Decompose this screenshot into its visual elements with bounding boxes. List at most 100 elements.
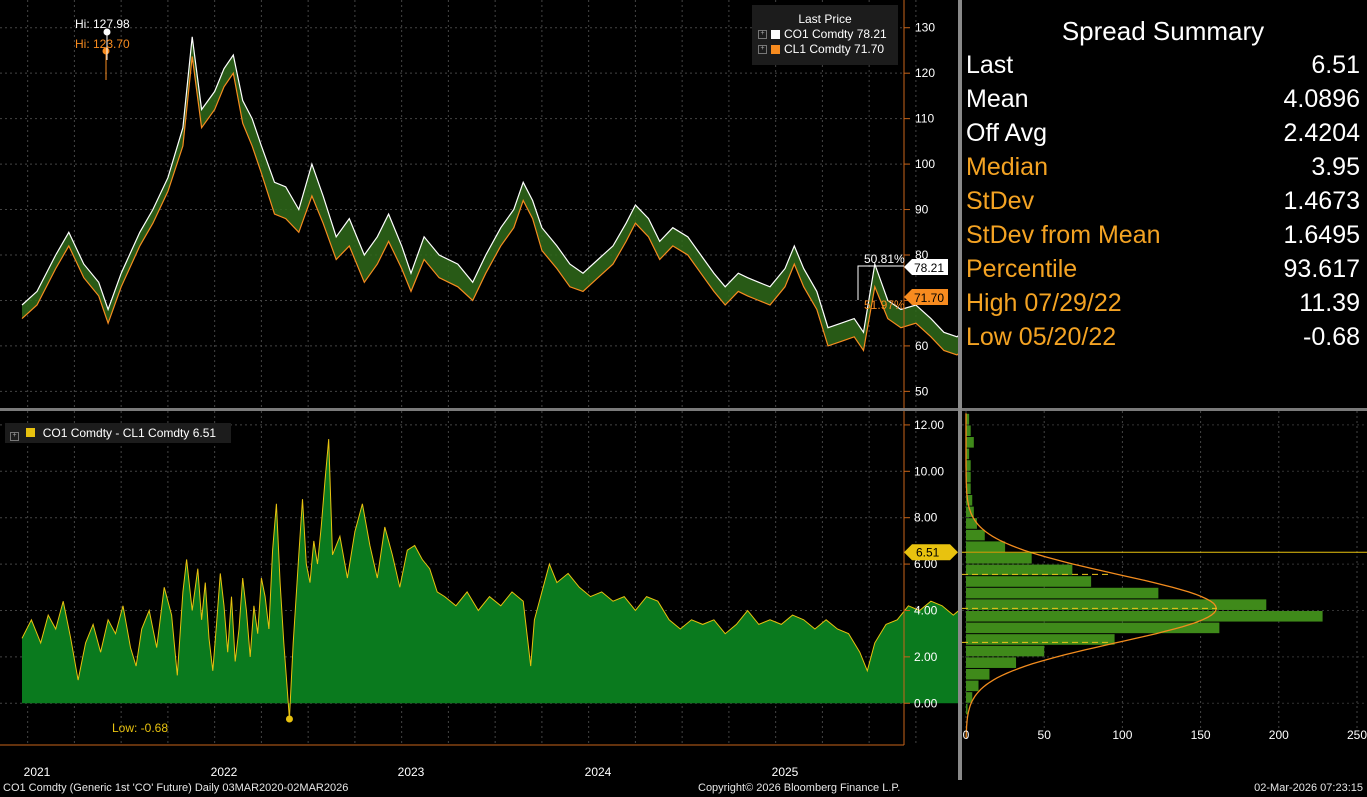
- spread-y-axis: 12.00 10.00 8.00 6.00 4.00 2.00 0.00: [904, 418, 944, 710]
- last-spread-tag: 6.51: [904, 544, 958, 561]
- summary-label: Mean: [966, 85, 1029, 113]
- dist-bar: [966, 692, 973, 703]
- spread-summary: Spread Summary Last 6.51 Mean 4.0896 Off Avg…: [962, 14, 1364, 354]
- summary-title: Spread Summary: [1061, 16, 1265, 46]
- summary-row: StDev from Mean 1.6495: [962, 218, 1364, 252]
- price-tick-label: 120: [915, 66, 935, 80]
- footer-left: CO1 Comdty (Generic 1st 'CO' Future) Dai…: [3, 782, 349, 794]
- legend-cl1-label: CL1 Comdty: [784, 42, 851, 56]
- last-cl1-value: 71.70: [914, 291, 944, 305]
- dist-bar: [966, 576, 1092, 587]
- expand-icon[interactable]: +: [10, 432, 19, 441]
- price-tick-label: 50: [915, 384, 929, 398]
- dist-bar: [966, 529, 985, 541]
- dist-bar: [966, 657, 1017, 668]
- dist-bar: [966, 413, 970, 425]
- pct-co1-label: 50.81%: [864, 252, 905, 266]
- distribution-x-axis: 0 50 100 150 200 250: [963, 728, 1367, 742]
- year-label: 2021: [24, 765, 51, 779]
- dist-bar: [966, 552, 1032, 564]
- spread-tick-label: 2.00: [914, 650, 938, 664]
- price-tick-label: 110: [915, 112, 934, 126]
- price-chart: 5060708090100110120130 Hi: 127.98 Hi: 12…: [0, 0, 958, 408]
- co1-swatch: [771, 29, 780, 39]
- legend-cl1-value: 71.70: [854, 42, 885, 56]
- dist-bar: [966, 703, 968, 715]
- dist-bar: [966, 518, 977, 529]
- price-legend-title: Last Price: [798, 12, 852, 26]
- dist-bar: [966, 495, 973, 506]
- dist-bar: [966, 483, 971, 494]
- dist-tick-label: 100: [1112, 728, 1132, 742]
- legend-co1-value: 78.21: [856, 27, 887, 41]
- dist-tick-label: 250: [1347, 728, 1367, 742]
- price-annotations: Hi: 127.98 Hi: 123.70 50.81% 51.97% 78.2…: [75, 17, 948, 312]
- summary-value: 4.0896: [1283, 85, 1360, 113]
- dist-bar: [966, 437, 974, 448]
- dist-bar: [966, 610, 1323, 622]
- spread-tick-label: 4.00: [914, 603, 938, 617]
- last-co1-value: 78.21: [914, 261, 944, 275]
- dist-bar: [966, 680, 979, 692]
- legend-item-co1[interactable]: + CO1 Comdty 78.21: [752, 27, 898, 41]
- spread-area: [22, 439, 958, 719]
- dist-bar: [966, 587, 1159, 599]
- spread-legend-label: CO1 Comdty - CL1 Comdty 6.51: [42, 426, 217, 440]
- summary-value: 6.51: [1311, 51, 1360, 79]
- year-label: 2022: [211, 765, 238, 779]
- dist-tick-label: 0: [963, 728, 970, 742]
- year-label: 2023: [398, 765, 425, 779]
- summary-label: Last: [966, 51, 1014, 79]
- summary-divider: [962, 408, 1367, 411]
- summary-value: 93.617: [1283, 255, 1360, 283]
- panel-divider[interactable]: [0, 408, 958, 411]
- dist-bar: [966, 460, 971, 471]
- dist-bar: [966, 541, 1006, 552]
- legend-item-cl1[interactable]: + CL1 Comdty 71.70: [752, 42, 898, 56]
- summary-value: 1.6495: [1283, 221, 1360, 249]
- distribution-bars: [966, 413, 1323, 715]
- price-x-grid: [27, 0, 917, 408]
- summary-row: Mean 4.0896: [962, 82, 1364, 116]
- spread-tick-label: 12.00: [914, 418, 944, 432]
- price-series: [21, 36, 958, 356]
- price-y-axis: 5060708090100110120130: [904, 21, 935, 398]
- price-tick-label: 90: [915, 203, 929, 217]
- summary-label: Off Avg: [966, 119, 1048, 147]
- summary-row: Percentile 93.617: [962, 252, 1364, 286]
- summary-row: Off Avg 2.4204: [962, 116, 1364, 150]
- last-spread-value: 6.51: [916, 545, 940, 559]
- dist-bar: [966, 564, 1073, 576]
- summary-label: Median: [966, 153, 1048, 181]
- dist-tick-label: 200: [1269, 728, 1289, 742]
- price-tick-label: 80: [915, 248, 929, 262]
- spread-tick-label: 0.00: [914, 696, 938, 710]
- dist-tick-label: 150: [1191, 728, 1211, 742]
- spread-tick-label: 8.00: [914, 511, 938, 525]
- dist-bar: [966, 668, 990, 680]
- price-tick-label: 130: [915, 21, 935, 35]
- distribution-chart: 0 50 100 150 200 250: [962, 411, 1367, 742]
- summary-value: -0.68: [1303, 323, 1360, 351]
- cl1-swatch: [771, 44, 780, 54]
- x-axis-labels: 202120222023202420252026: [24, 765, 799, 779]
- price-line-co1: [21, 36, 958, 338]
- dist-bar: [966, 599, 1267, 610]
- year-label: 2024: [585, 765, 612, 779]
- expand-icon[interactable]: +: [758, 29, 767, 39]
- spread-legend[interactable]: + CO1 Comdty - CL1 Comdty 6.51: [5, 423, 231, 443]
- summary-row: Median 3.95: [962, 150, 1364, 184]
- vertical-divider[interactable]: [958, 0, 962, 780]
- hi-co1-label: Hi: 127.98: [75, 17, 130, 31]
- last-cl1-tag: [904, 289, 948, 305]
- legend-co1-label: CO1 Comdty: [784, 27, 854, 41]
- expand-icon[interactable]: +: [758, 44, 767, 54]
- summary-value: 11.39: [1299, 289, 1360, 317]
- normal-curve: [965, 413, 1217, 738]
- price-tick-label: 100: [915, 157, 935, 171]
- summary-row: Low 05/20/22 -0.68: [962, 320, 1364, 354]
- last-co1-tag: [904, 259, 948, 275]
- dist-bar: [966, 471, 971, 483]
- pct-cl1-label: 51.97%: [864, 298, 905, 312]
- year-label: 2025: [772, 765, 799, 779]
